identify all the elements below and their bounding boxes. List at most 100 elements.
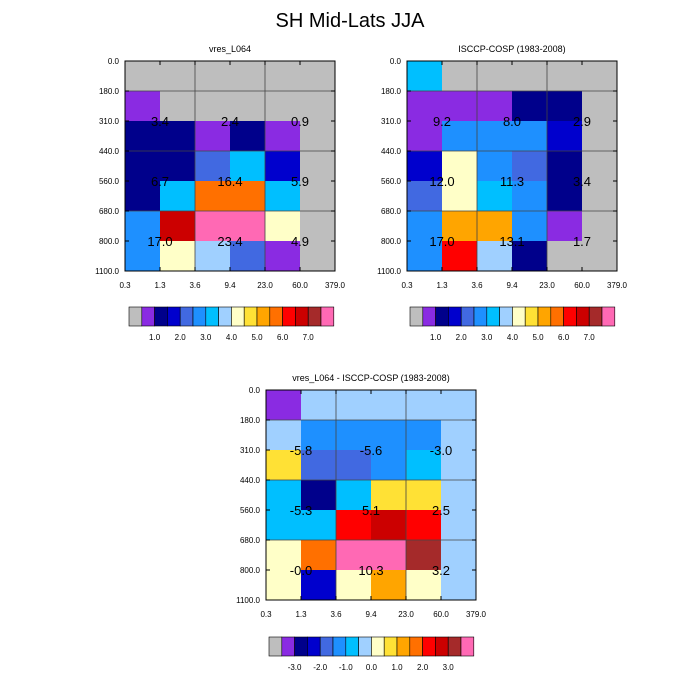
colorbar-swatch (371, 636, 385, 657)
y-tick-label: 310.0 (381, 117, 402, 126)
x-tick-label: 60.0 (574, 281, 590, 290)
colorbar-swatch (588, 306, 603, 327)
y-tick-label: 800.0 (99, 237, 120, 246)
heatmap-cell (582, 151, 618, 182)
heatmap-cell (265, 181, 301, 212)
colorbar-swatch (282, 306, 296, 327)
data-label: -5.6 (360, 443, 382, 458)
heatmap-cell (547, 61, 583, 92)
colorbar-swatch (205, 306, 219, 327)
heatmap-cell (195, 181, 231, 212)
heatmap-cell (371, 390, 407, 421)
colorbar-swatch (320, 306, 335, 327)
heatmap-cell (406, 540, 442, 571)
colorbar-swatch (243, 306, 258, 327)
colorbar-label: 2.0 (175, 333, 187, 342)
data-label: 17.0 (147, 234, 172, 249)
colorbar-label: 1.0 (430, 333, 442, 342)
y-tick-label: 0.0 (249, 386, 261, 395)
x-tick-label: 60.0 (292, 281, 308, 290)
heatmap-cell (442, 121, 478, 152)
data-label: 0.9 (291, 114, 309, 129)
heatmap-cell (266, 510, 302, 541)
heatmap-cell (441, 420, 477, 451)
heatmap-cell (301, 540, 337, 571)
colorbar-swatch (473, 306, 488, 327)
y-tick-label: 0.0 (108, 57, 120, 66)
heatmap-cell (371, 450, 407, 481)
heatmap-cell (125, 121, 161, 152)
x-tick-label: 3.6 (189, 281, 201, 290)
colorbar-swatch (576, 306, 590, 327)
heatmap-cell (336, 450, 372, 481)
heatmap-cell (300, 121, 336, 152)
colorbar-swatch (154, 306, 168, 327)
colorbar-swatch (422, 306, 436, 327)
heatmap-cell (336, 540, 372, 571)
heatmap-cell (547, 241, 583, 272)
heatmap-cell (301, 570, 337, 601)
heatmap-cell (512, 241, 548, 272)
heatmap-cell (442, 241, 478, 272)
heatmap-cell (301, 390, 337, 421)
colorbar-swatch (409, 306, 424, 327)
data-label: 3.4 (151, 114, 169, 129)
colorbar-label: 3.0 (481, 333, 493, 342)
colorbar-swatch (358, 636, 372, 657)
heatmap-cell (266, 570, 302, 601)
colorbar-swatch (435, 306, 449, 327)
x-tick-label: 379.0 (325, 281, 346, 290)
heatmap-cell (265, 211, 301, 242)
heatmap-cell (407, 211, 443, 242)
data-label: 17.0 (429, 234, 454, 249)
heatmap-cell (441, 390, 477, 421)
colorbar-swatch (179, 306, 194, 327)
heatmap-cell (406, 570, 442, 601)
colorbar-swatch (231, 306, 245, 327)
heatmap-cell (582, 181, 618, 212)
heatmap-cell (160, 241, 196, 272)
heatmap-cell (477, 241, 513, 272)
colorbar-label: 2.0 (456, 333, 468, 342)
heatmap-cell (195, 151, 231, 182)
data-label: 13.1 (499, 234, 524, 249)
heatmap-cell (371, 570, 407, 601)
heatmap-cell (300, 61, 336, 92)
heatmap-cell (336, 510, 372, 541)
colorbar-label: 7.0 (584, 333, 596, 342)
x-tick-label: 1.3 (154, 281, 166, 290)
colorbar-swatch (332, 636, 347, 657)
y-tick-label: 180.0 (240, 416, 261, 425)
heatmap-cell (125, 61, 161, 92)
heatmap-cell (300, 181, 336, 212)
colorbar-swatch (256, 306, 271, 327)
heatmap-cell (160, 61, 196, 92)
data-label: 16.4 (217, 174, 242, 189)
heatmap-cell (265, 61, 301, 92)
heatmap-cell (195, 61, 231, 92)
data-label: 11.3 (500, 174, 524, 189)
colorbar-swatch (167, 306, 181, 327)
heatmap-cell (407, 61, 443, 92)
colorbar-swatch (460, 306, 475, 327)
heatmap-cell (301, 450, 337, 481)
x-tick-label: 0.3 (119, 281, 131, 290)
data-label: -3.0 (430, 443, 452, 458)
colorbar-swatch (218, 306, 232, 327)
heatmap-cell (406, 420, 442, 451)
heatmap-cell (336, 390, 372, 421)
heatmap-cell (441, 570, 477, 601)
heatmap-cell (407, 241, 443, 272)
heatmap-cell (441, 510, 477, 541)
heatmap-cell (125, 211, 161, 242)
heatmap-cell (512, 61, 548, 92)
panel-title: ISCCP-COSP (1983-2008) (458, 44, 565, 54)
colorbar-swatch (524, 306, 539, 327)
colorbar-label: 5.0 (532, 333, 544, 342)
y-tick-label: 560.0 (381, 177, 402, 186)
data-label: 10.3 (358, 563, 383, 578)
colorbar-swatch (563, 306, 577, 327)
colorbar-label: 5.0 (251, 333, 263, 342)
heatmap-cell (512, 181, 548, 212)
colorbar-swatch (268, 636, 283, 657)
